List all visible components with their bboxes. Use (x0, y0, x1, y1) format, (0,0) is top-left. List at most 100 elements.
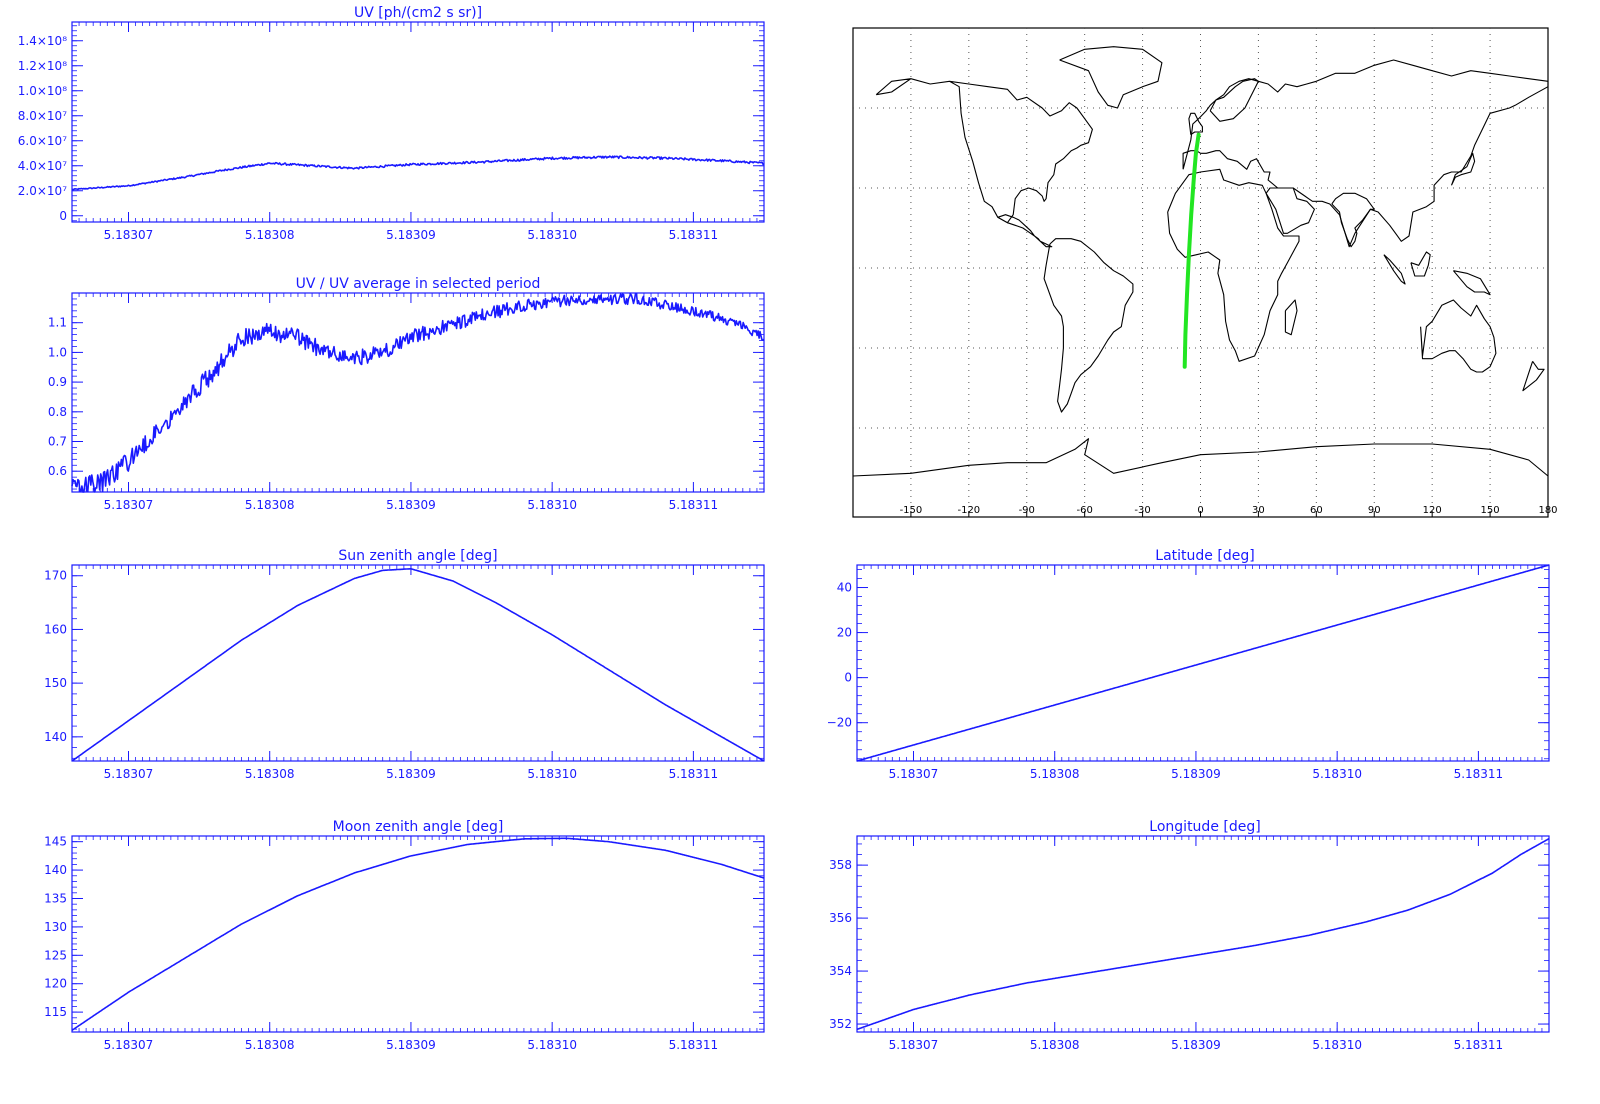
x-tick-label: 5.18308 (245, 767, 295, 781)
y-tick-label: 1.2×10⁸ (18, 59, 67, 73)
panel-uv: UV [ph/(cm2 s sr)] 5.18307 5.18308 5.18309… (18, 5, 765, 242)
map-lon-tick-label: 60 (1310, 505, 1323, 516)
coastline-madagascar (1284, 299, 1298, 336)
map-frame (852, 27, 1549, 518)
map-lon-tick-label: -150 (900, 505, 923, 516)
series-line-uv_ratio (71, 292, 765, 493)
x-tick-label: 5.18311 (1454, 767, 1504, 781)
y-tick-label: 1.0 (48, 345, 67, 359)
series-line-sza (71, 567, 765, 762)
y-tick-label: 0.7 (48, 435, 67, 449)
map-lon-tick-label: -30 (1134, 505, 1150, 516)
series-line-lat (856, 564, 1550, 762)
map-lon-tick-label: 0 (1197, 505, 1203, 516)
coastline-scandinavia (1209, 78, 1259, 122)
map-lon-tick-label: -120 (957, 505, 980, 516)
coastline-borneo (1410, 251, 1431, 277)
plot-frame-uv (71, 21, 765, 223)
y-tick-label: 358 (829, 858, 852, 872)
coastline-sumatra (1383, 254, 1406, 285)
coastline-eurasia (1182, 59, 1549, 248)
x-tick-label: 5.18309 (386, 1038, 436, 1052)
coastline-japan (1450, 152, 1476, 186)
x-tick-label: 5.18307 (104, 767, 154, 781)
y-tick-label: 140 (44, 730, 67, 744)
y-tick-label: 140 (44, 863, 67, 877)
x-tick-label: 5.18308 (245, 228, 295, 242)
coastline-greenland (1059, 46, 1163, 109)
plot-frame-sza (71, 564, 765, 762)
map-lon-tick-label: 90 (1368, 505, 1381, 516)
panel-latitude: Latitude [deg] 5.18307 5.18308 5.18309 5.18… (827, 548, 1550, 781)
coastline-australia (1420, 299, 1497, 373)
y-tick-label: 135 (44, 891, 67, 905)
y-tick-label: 1.1 (48, 316, 67, 330)
panel-map: -150 -120 -90 -60 -30 0 30 60 90 120 150 180 (852, 27, 1558, 518)
map-lon-tick-label: 120 (1423, 505, 1442, 516)
x-tick-label: 5.18309 (386, 228, 436, 242)
series-line-lon (856, 837, 1550, 1031)
y-tick-label: −20 (827, 716, 852, 730)
chart-title-latitude: Latitude [deg] (1155, 548, 1254, 564)
chart-title-moon-zenith: Moon zenith angle [deg] (333, 819, 504, 835)
y-tick-label: 0.6 (48, 464, 67, 478)
x-tick-label: 5.18307 (104, 228, 154, 242)
map-lon-tick-label: -60 (1076, 505, 1092, 516)
chart-title-uv: UV [ph/(cm2 s sr)] (354, 5, 482, 21)
y-tick-label: 1.4×10⁸ (18, 34, 67, 48)
y-tick-label: 160 (44, 622, 67, 636)
satellite-ground-track (1182, 132, 1201, 369)
chart-title-uv-ratio: UV / UV average in selected period (296, 276, 541, 292)
y-tick-label: 0 (59, 209, 67, 223)
x-tick-label: 5.18310 (527, 1038, 577, 1052)
coastline-south-america (1043, 238, 1134, 413)
x-tick-label: 5.18309 (386, 498, 436, 512)
y-tick-label: 145 (44, 835, 67, 849)
y-tick-label: 170 (44, 569, 67, 583)
chart-title-longitude: Longitude [deg] (1149, 819, 1260, 835)
x-tick-label: 5.18311 (1454, 1038, 1504, 1052)
x-tick-label: 5.18309 (1171, 1038, 1221, 1052)
plot-frame-lon (856, 835, 1550, 1033)
y-tick-label: 150 (44, 676, 67, 690)
panel-uv-ratio: UV / UV average in selected period 5.183… (48, 276, 765, 512)
x-tick-label: 5.18308 (245, 1038, 295, 1052)
panel-sun-zenith: Sun zenith angle [deg] 5.18307 5.18308 5.1… (44, 548, 765, 781)
y-tick-label: 20 (837, 626, 852, 640)
coastline-central-america (997, 214, 1053, 248)
x-tick-label: 5.18307 (889, 767, 939, 781)
y-tick-label: 8.0×10⁷ (18, 109, 67, 123)
coastline-new-guinea (1452, 270, 1491, 296)
x-tick-label: 5.18309 (386, 767, 436, 781)
map-lon-tick-label: -90 (1019, 505, 1035, 516)
y-tick-label: 40 (837, 581, 852, 595)
y-tick-label: 115 (44, 1005, 67, 1019)
map-lon-tick-label: 30 (1252, 505, 1265, 516)
coastline-africa (1167, 168, 1300, 362)
map-lon-tick-label: 180 (1538, 505, 1557, 516)
coastline-new-zealand (1522, 360, 1545, 392)
x-tick-label: 5.18310 (527, 228, 577, 242)
coastline-great-britain (1188, 112, 1203, 136)
y-tick-label: 0.8 (48, 405, 67, 419)
x-tick-label: 5.18310 (1312, 1038, 1362, 1052)
y-tick-label: 354 (829, 964, 852, 978)
y-tick-label: 125 (44, 948, 67, 962)
coastline-north-america (875, 78, 1093, 224)
x-tick-label: 5.18311 (669, 767, 719, 781)
x-tick-label: 5.18310 (527, 498, 577, 512)
x-tick-label: 5.18310 (527, 767, 577, 781)
plot-frame-mza (71, 835, 765, 1033)
series-line-uv (71, 155, 765, 191)
x-tick-label: 5.18311 (669, 498, 719, 512)
y-tick-label: 4.0×10⁷ (18, 159, 67, 173)
y-tick-label: 130 (44, 920, 67, 934)
x-tick-label: 5.18307 (104, 498, 154, 512)
y-tick-label: 6.0×10⁷ (18, 134, 67, 148)
panel-longitude: Longitude [deg] 5.18307 5.18308 5.18309 5.1… (829, 819, 1550, 1052)
y-tick-label: 352 (829, 1017, 852, 1031)
y-tick-label: 356 (829, 911, 852, 925)
x-tick-label: 5.18308 (1030, 1038, 1080, 1052)
